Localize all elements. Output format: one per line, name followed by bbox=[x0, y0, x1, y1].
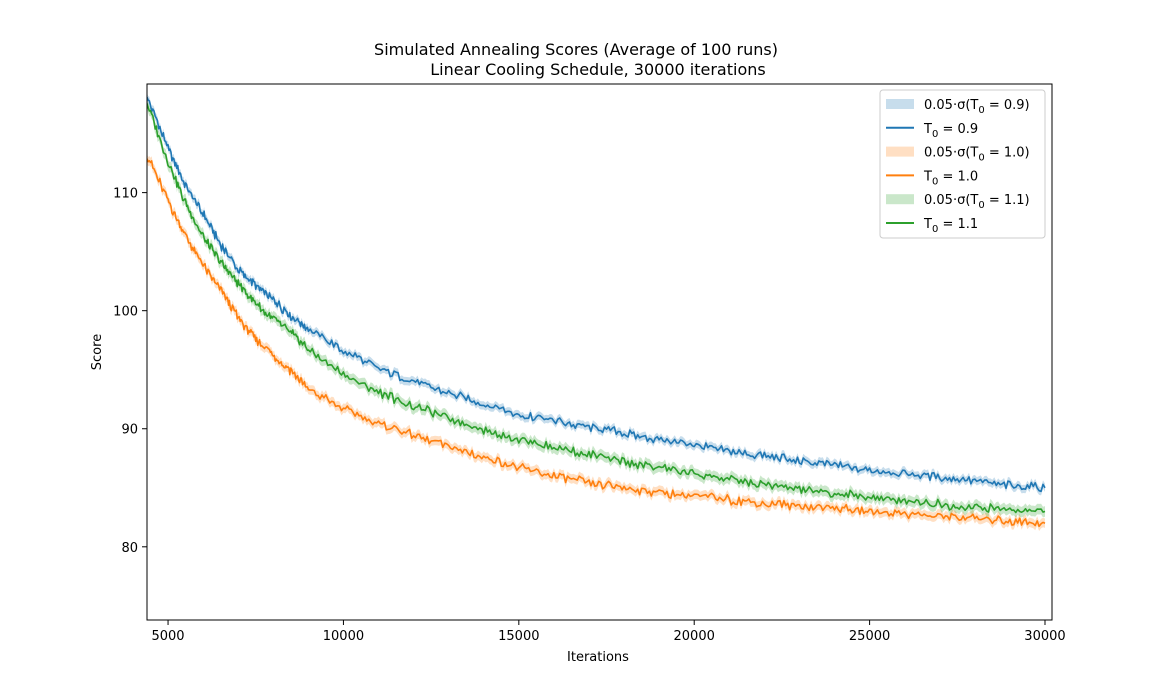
y-axis: 80 90 100 110 bbox=[113, 187, 147, 556]
y-tick-label: 90 bbox=[121, 423, 138, 438]
x-tick-label: 5000 bbox=[151, 629, 184, 644]
y-axis-label: Score bbox=[90, 334, 105, 370]
y-tick-label: 100 bbox=[113, 305, 138, 320]
x-tick-label: 15000 bbox=[498, 629, 539, 644]
legend-band-swatch-1 bbox=[886, 99, 914, 109]
x-axis: 5000 10000 15000 20000 25000 30000 bbox=[151, 620, 1066, 644]
plot-frame bbox=[146, 83, 1053, 621]
chart-subtitle: Linear Cooling Schedule, 30000 iteration… bbox=[430, 60, 765, 79]
y-tick-label: 80 bbox=[121, 541, 138, 556]
line-series-2 bbox=[147, 158, 1046, 528]
legend-label: T0 = 1.0 bbox=[923, 169, 978, 187]
legend-label: 0.05·σ(T0 = 0.9) bbox=[924, 98, 1030, 116]
legend-label: T0 = 0.9 bbox=[923, 122, 978, 140]
x-tick-label: 10000 bbox=[323, 629, 364, 644]
line-series-1 bbox=[147, 96, 1046, 493]
chart-title: Simulated Annealing Scores (Average of 1… bbox=[374, 40, 778, 59]
line-series-3 bbox=[147, 103, 1046, 514]
series-lines bbox=[147, 96, 1046, 528]
legend-label: T0 = 1.1 bbox=[923, 217, 978, 235]
legend-label: 0.05·σ(T0 = 1.1) bbox=[924, 193, 1030, 211]
plot-area bbox=[146, 83, 1053, 621]
legend-band-swatch-3 bbox=[886, 194, 914, 205]
legend-label: 0.05·σ(T0 = 1.0) bbox=[924, 146, 1030, 164]
x-tick-label: 20000 bbox=[674, 629, 715, 644]
x-axis-label: Iterations bbox=[567, 650, 629, 665]
x-tick-label: 30000 bbox=[1024, 629, 1065, 644]
legend-band-swatch-2 bbox=[886, 146, 914, 157]
x-tick-label: 25000 bbox=[849, 629, 890, 644]
legend: 0.05·σ(T0 = 0.9) T0 = 0.9 0.05·σ(T0 = 1.0)… bbox=[879, 89, 1046, 239]
y-tick-label: 110 bbox=[113, 187, 138, 202]
legend-box bbox=[879, 89, 1046, 239]
